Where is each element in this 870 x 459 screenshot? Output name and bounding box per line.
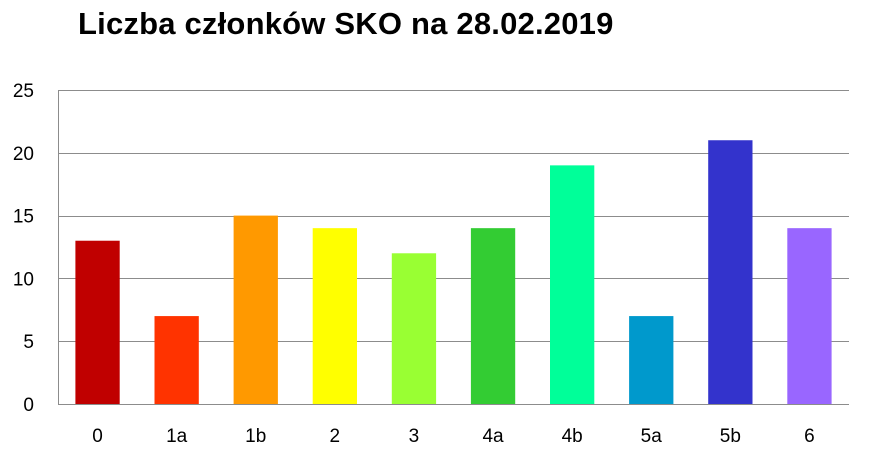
y-tick-label: 0 [23,395,34,416]
bar-2 [312,228,357,404]
x-tick-label: 0 [92,426,103,447]
x-tick-label: 1a [166,426,188,447]
bar-3 [391,253,437,404]
x-tick-label: 6 [804,426,815,447]
y-tick-label: 10 [13,269,34,290]
y-tick-label: 20 [13,144,34,165]
x-tick-label: 2 [330,426,341,447]
bar-5a [629,316,674,404]
plot-area [58,90,849,405]
y-tick-label: 5 [23,332,34,353]
bar-0 [75,240,120,404]
x-tick-label: 4a [482,426,504,447]
x-tick-label: 1b [245,426,266,447]
bar-1a [154,316,199,404]
bar-1b [233,215,278,404]
x-tick-label: 5a [641,426,663,447]
bars [75,140,832,405]
bar-5b [708,140,753,405]
y-axis-tick-labels: 0 5 10 15 20 25 [13,81,34,416]
x-tick-label: 5b [720,426,741,447]
bar-4a [470,228,516,404]
y-tick-label: 15 [13,207,34,228]
bar-6 [787,228,832,404]
y-tick-label: 25 [13,81,34,102]
x-axis-tick-labels: 0 1a 1b 2 3 4a 4b 5a 5b 6 [92,426,814,447]
bar-4b [550,165,595,404]
chart-title: Liczba członków SKO na 28.02.2019 [78,6,614,41]
x-tick-label: 3 [409,426,420,447]
x-tick-label: 4b [562,426,583,447]
